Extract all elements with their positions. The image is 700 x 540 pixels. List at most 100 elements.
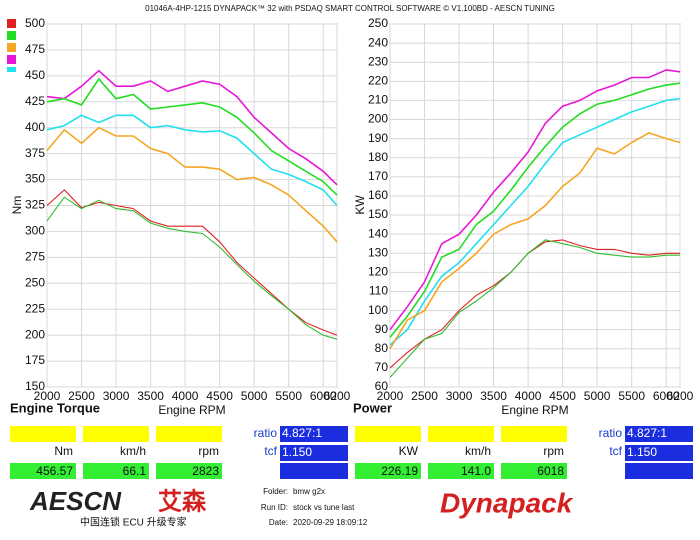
y-tick-label: 200: [368, 112, 388, 126]
x-axis-label: Engine RPM: [158, 403, 225, 417]
x-tick-label: 6000: [653, 389, 680, 403]
blank-cell: [625, 463, 693, 479]
field-value: 141.0: [461, 464, 491, 478]
x-tick-label: 4500: [206, 389, 233, 403]
info-label: Folder:: [263, 487, 288, 496]
value-cell: [156, 463, 222, 479]
y-tick-label: 200: [25, 327, 45, 341]
y-tick-label: 350: [25, 172, 45, 186]
plot-area: [389, 23, 681, 388]
value-cell: [501, 463, 567, 479]
series-line: [389, 132, 681, 350]
field-value: 66.1: [123, 464, 147, 478]
info-value: 2020-09-29 18:09:12: [293, 518, 368, 527]
ratio-value: 4.827:1: [282, 426, 322, 440]
y-tick-label: 100: [368, 303, 388, 317]
x-axis-label: Engine RPM: [501, 403, 568, 417]
value-cell: [355, 463, 421, 479]
series-line: [46, 69, 338, 186]
series-line: [389, 82, 681, 338]
x-tick-label: 5500: [618, 389, 645, 403]
chart-title: Power: [353, 400, 392, 415]
yellow-cell: [428, 426, 494, 442]
y-tick-label: 250: [368, 16, 388, 30]
y-tick-label: 375: [25, 146, 45, 160]
ratio-label: ratio: [254, 426, 278, 440]
x-tick-label: 2000: [34, 389, 61, 403]
x-tick-label: 2500: [411, 389, 438, 403]
series-line: [389, 239, 680, 369]
x-tick-label: 2500: [68, 389, 95, 403]
logo: AESCN: [29, 486, 122, 516]
x-tick-label: 3500: [137, 389, 164, 403]
y-tick-label: 190: [368, 131, 388, 145]
y-tick-label: 425: [25, 94, 45, 108]
slogan: 中国连锁 ECU 升级专家: [80, 516, 187, 529]
swatch: [7, 19, 16, 28]
y-tick-label: 250: [25, 275, 45, 289]
value-cell: [428, 463, 494, 479]
x-tick-label: 6000: [310, 389, 337, 403]
y-tick-label: 170: [368, 169, 388, 183]
field-label: Nm: [54, 444, 73, 458]
x-tick-label: 6200: [667, 389, 694, 403]
info-value: bmw g2x: [293, 487, 325, 496]
y-tick-label: 225: [25, 301, 45, 315]
y-tick-label: 325: [25, 198, 45, 212]
field-label: rpm: [543, 444, 564, 458]
y-tick-label: 300: [25, 224, 45, 238]
x-tick-label: 5000: [584, 389, 611, 403]
yellow-cell: [10, 426, 76, 442]
ratio-cell: [625, 426, 693, 442]
y-axis-label: Nm: [10, 196, 24, 215]
info-label: Date:: [269, 518, 288, 527]
y-tick-label: 110: [369, 284, 388, 298]
info-value: stock vs tune last: [293, 503, 355, 512]
y-tick-label: 175: [25, 353, 45, 367]
header-title: 01046A-4HP-1215 DYNAPACK™ 32 with PSDAQ …: [145, 4, 555, 13]
series-line: [46, 114, 338, 207]
blank-cell: [280, 463, 348, 479]
info-label: Run ID:: [261, 503, 288, 512]
tcf-value: 1.150: [627, 445, 657, 459]
swatch: [7, 67, 16, 72]
x-tick-label: 2000: [377, 389, 404, 403]
x-tick-label: 5500: [275, 389, 302, 403]
y-tick-label: 210: [368, 93, 388, 107]
legend-swatches: [7, 19, 16, 72]
tcf-value: 1.150: [282, 445, 312, 459]
swatch: [7, 55, 16, 64]
tcf-label: tcf: [264, 444, 277, 458]
swatch: [7, 31, 16, 40]
field-label: rpm: [198, 444, 219, 458]
y-tick-label: 60: [375, 379, 389, 393]
tcf-label: tcf: [609, 444, 622, 458]
y-tick-label: 80: [375, 341, 389, 355]
tcf-cell: [625, 445, 693, 461]
y-tick-label: 180: [368, 150, 388, 164]
logo-cn: 艾森: [158, 488, 207, 515]
y-tick-label: 150: [368, 207, 388, 221]
ratio-label: ratio: [599, 426, 623, 440]
swatch: [7, 43, 16, 52]
series-line: [389, 239, 680, 378]
y-tick-label: 475: [25, 42, 45, 56]
x-tick-label: 5000: [241, 389, 268, 403]
chart-title: Engine Torque: [10, 400, 100, 415]
y-tick-label: 275: [25, 250, 45, 264]
x-tick-label: 6200: [324, 389, 351, 403]
y-tick-label: 90: [375, 322, 389, 336]
tcf-cell: [280, 445, 348, 461]
series-line: [389, 69, 681, 331]
y-axis-label: KW: [353, 195, 367, 215]
series-line: [46, 77, 338, 196]
ratio-cell: [280, 426, 348, 442]
x-tick-label: 3000: [446, 389, 473, 403]
value-cell: [83, 463, 149, 479]
series-line: [389, 97, 681, 346]
y-tick-label: 70: [375, 360, 389, 374]
y-tick-label: 120: [368, 265, 388, 279]
field-value: 226.19: [381, 464, 418, 478]
yellow-cell: [355, 426, 421, 442]
y-tick-label: 130: [368, 245, 388, 259]
